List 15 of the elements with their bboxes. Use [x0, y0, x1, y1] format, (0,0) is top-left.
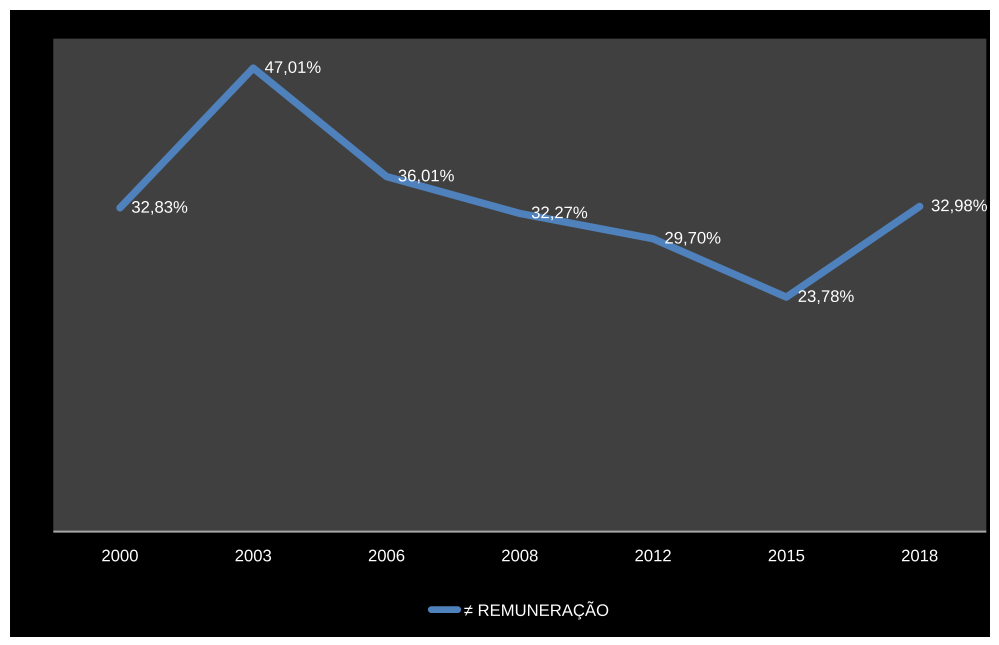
x-tick-label: 2003	[236, 550, 272, 562]
data-label: 47,01%	[265, 61, 321, 75]
legend-label: ≠ REMUNERAÇÃO	[464, 601, 608, 620]
data-label: 32,83%	[132, 201, 188, 215]
data-label: 32,27%	[532, 206, 588, 220]
x-tick-label: 2000	[102, 550, 138, 562]
data-label: 29,70%	[665, 232, 720, 246]
x-tick-label: 2012	[635, 550, 671, 562]
x-tick-label: 2015	[768, 550, 804, 562]
x-tick-label: 2008	[502, 550, 538, 562]
data-label: 32,98%	[932, 200, 987, 214]
x-tick-label: 2006	[368, 550, 404, 562]
data-label: 36,01%	[398, 170, 454, 184]
data-label: 23,78%	[798, 290, 854, 304]
x-tick-label: 2018	[902, 550, 938, 562]
